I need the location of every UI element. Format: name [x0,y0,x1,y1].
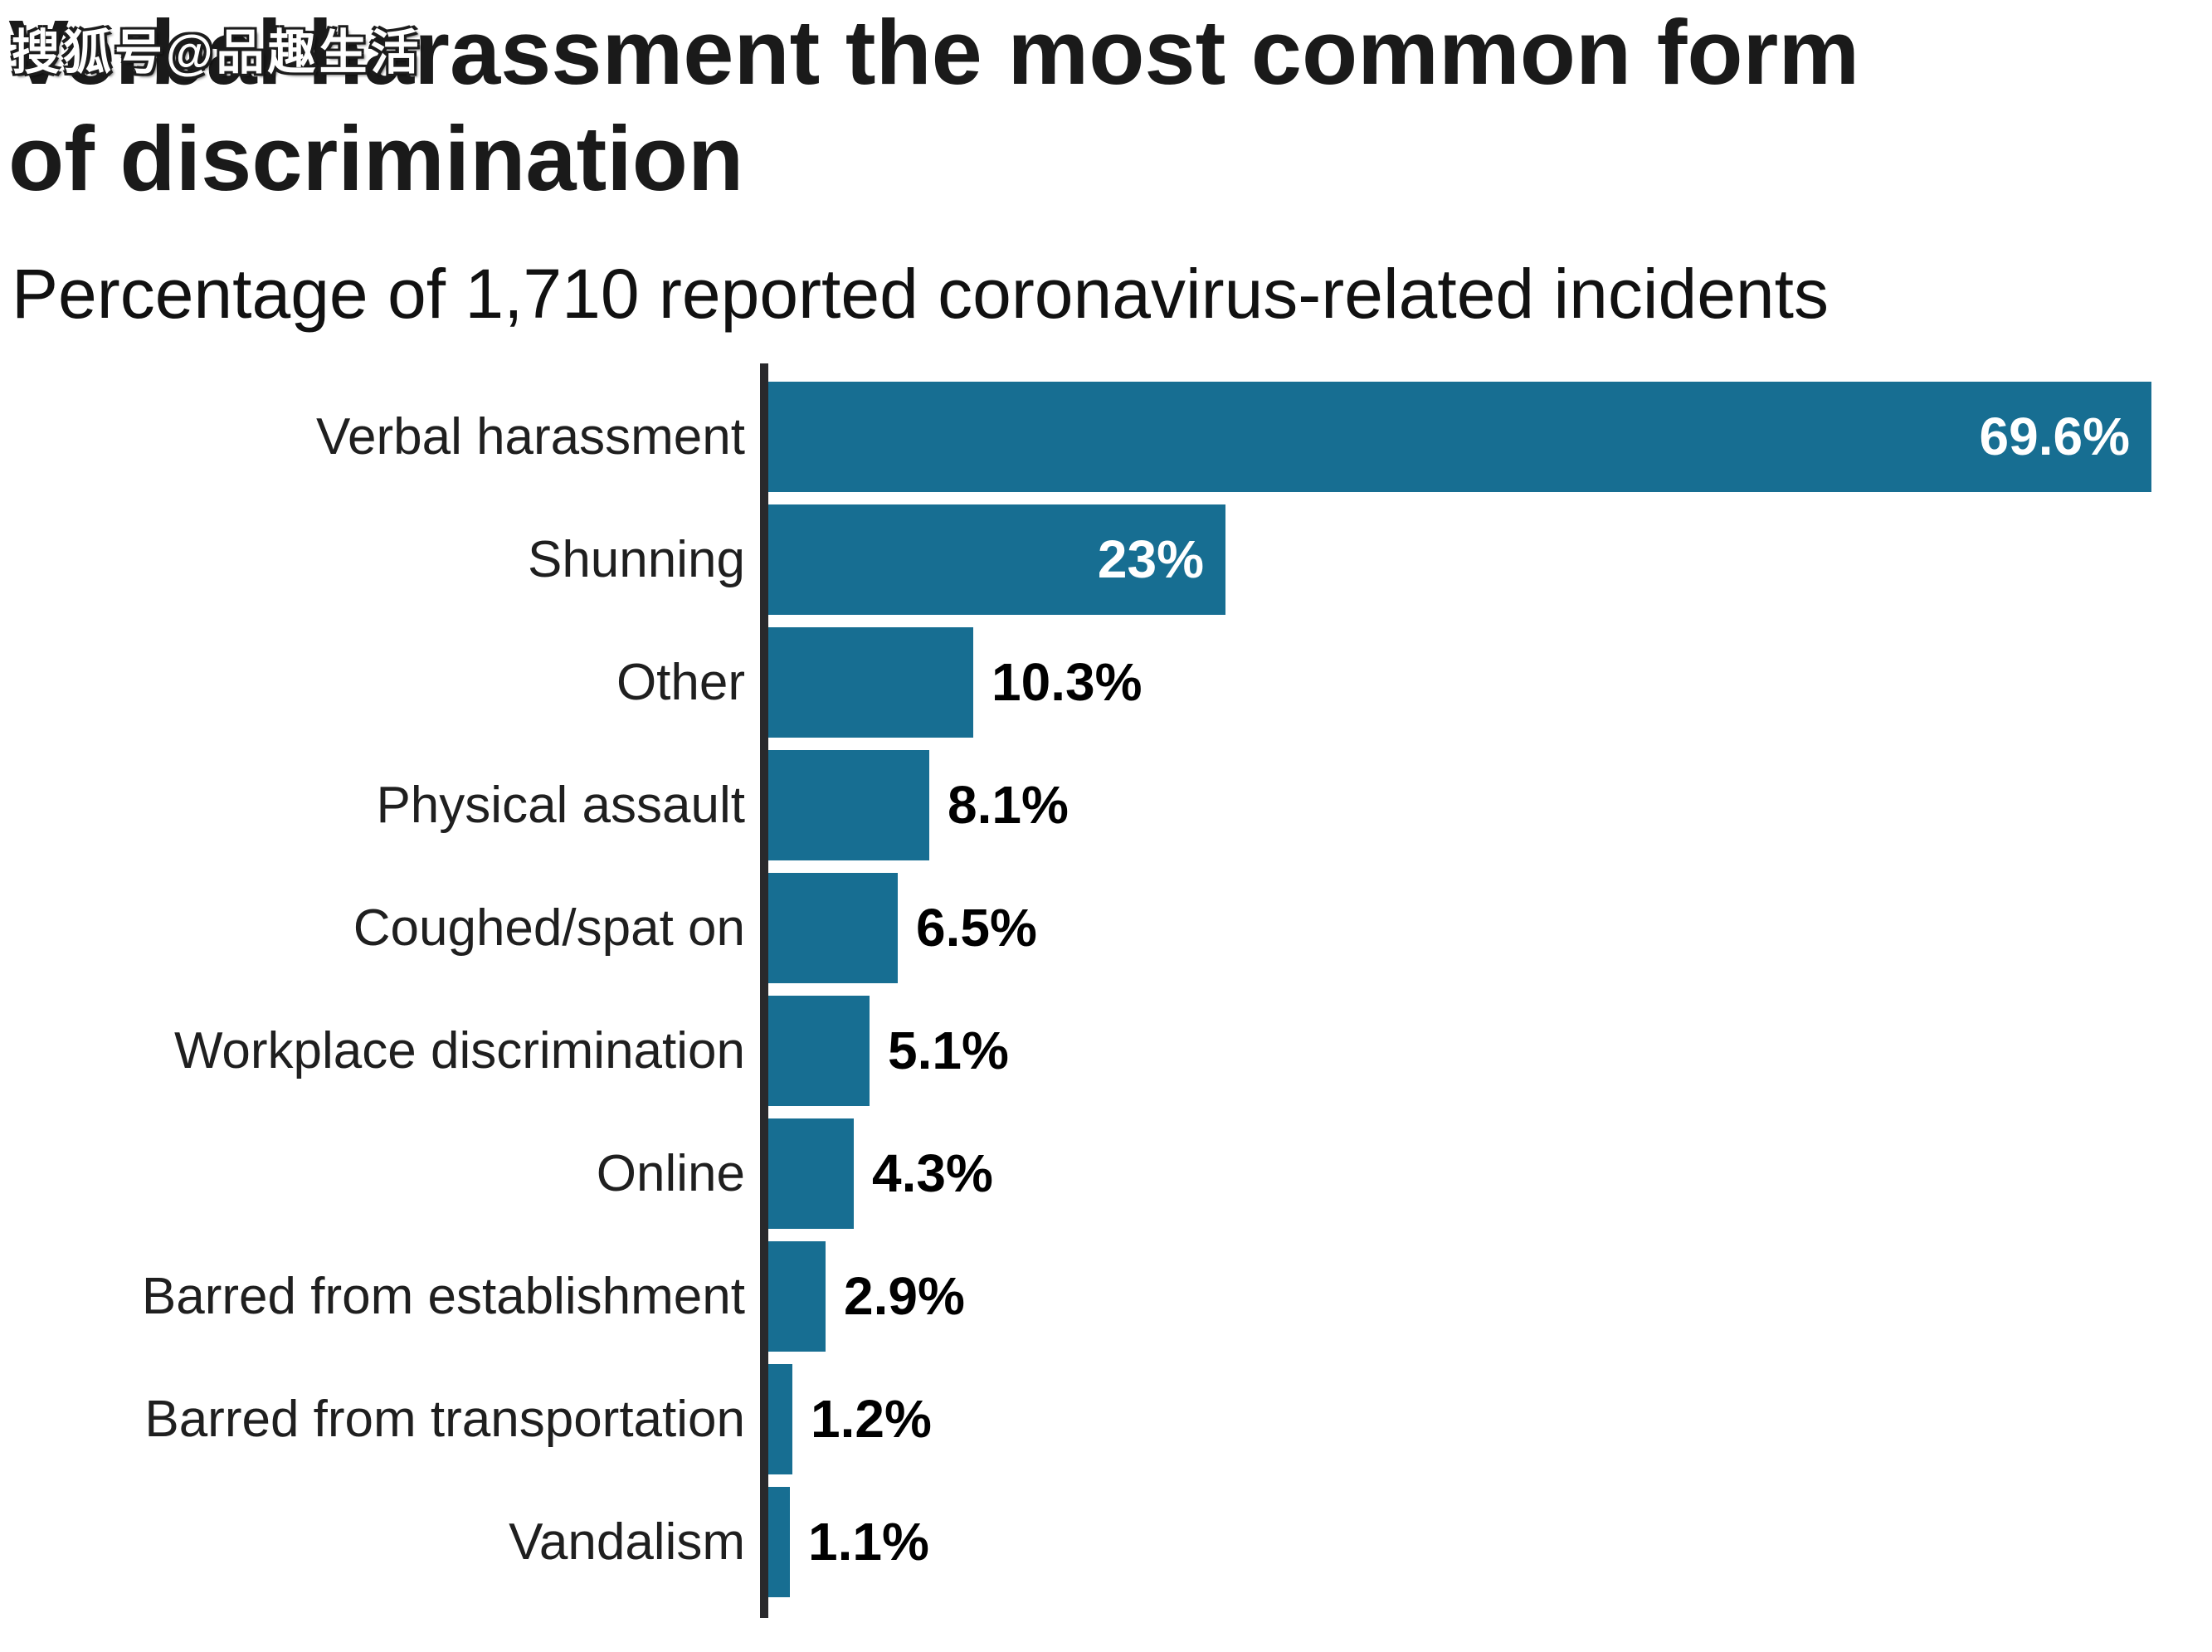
chart-row: Shunning 23% [0,498,2212,621]
chart-row: Vandalism 1.1% [0,1480,2212,1603]
bar [768,626,973,738]
chart-row: Coughed/spat on 6.5% [0,866,2212,989]
category-label: Online [596,1144,745,1202]
bar-track: 4.3% [768,1118,2212,1229]
bar [768,1118,854,1229]
y-axis-line [760,363,768,1618]
bar [768,1363,792,1474]
category-label: Physical assault [376,776,745,834]
value-label: 5.1% [888,1021,1009,1080]
bar-rows-container: Verbal harassment 69.6% Shunning 23% Other 10… [0,375,2212,1603]
bar-track: 1.2% [768,1363,2212,1474]
value-label: 4.3% [872,1143,993,1203]
bar [768,1240,826,1352]
chart-row: Workplace discrimination 5.1% [0,989,2212,1112]
bar-track: 6.5% [768,872,2212,983]
category-label: Barred from establishment [141,1267,745,1325]
value-label: 6.5% [916,898,1037,958]
chart-row: Other 10.3% [0,621,2212,743]
category-label: Verbal harassment [316,407,745,465]
chart-title-line1: Verbal harassment the most common form [8,2,1860,104]
category-label: Barred from transportation [144,1390,745,1448]
bar [768,749,929,860]
bar-track: 23% [768,504,2212,615]
category-label: Coughed/spat on [353,899,745,957]
value-label: 10.3% [992,652,1143,712]
chart-subtitle: Percentage of 1,710 reported coronavirus… [12,255,1829,333]
bar: 69.6% [768,381,2151,492]
chart-row: Physical assault 8.1% [0,743,2212,866]
category-label: Vandalism [509,1513,745,1571]
value-label: 2.9% [844,1266,965,1326]
chart-title: Verbal harassment the most common form o… [8,0,2166,212]
bar: 23% [768,504,1225,615]
category-label: Shunning [527,530,745,588]
value-label: 8.1% [948,775,1069,835]
category-label: Workplace discrimination [174,1021,745,1079]
bar-track: 1.1% [768,1486,2212,1597]
value-label: 69.6% [1979,407,2130,466]
bar-track: 10.3% [768,626,2212,738]
chart-row: Barred from transportation 1.2% [0,1357,2212,1480]
watermark-text: 搜狐号@品趣生活 [12,26,422,80]
bar [768,1486,790,1597]
bar [768,995,870,1106]
category-label: Other [616,653,745,711]
chart-row: Barred from establishment 2.9% [0,1235,2212,1357]
value-label: 1.1% [808,1512,929,1572]
bar-track: 5.1% [768,995,2212,1106]
value-label: 1.2% [811,1389,932,1449]
chart-title-line2: of discrimination [8,107,744,210]
value-label: 23% [1097,529,1204,589]
chart-row: Verbal harassment 69.6% [0,375,2212,498]
bar-track: 2.9% [768,1240,2212,1352]
bar-track: 69.6% [768,381,2212,492]
bar-track: 8.1% [768,749,2212,860]
chart-row: Online 4.3% [0,1112,2212,1235]
bar [768,872,898,983]
